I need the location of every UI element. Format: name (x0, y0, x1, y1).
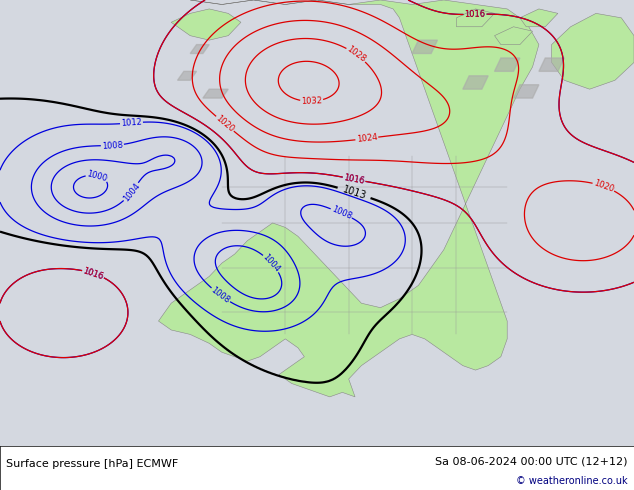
Text: 1016: 1016 (82, 266, 105, 281)
Text: 1016: 1016 (343, 173, 365, 186)
Text: 1004: 1004 (261, 252, 281, 274)
Polygon shape (203, 89, 228, 98)
Text: 1032: 1032 (301, 97, 323, 106)
Polygon shape (463, 76, 488, 89)
Text: 1000: 1000 (86, 169, 108, 183)
Text: Surface pressure [hPa] ECMWF: Surface pressure [hPa] ECMWF (6, 459, 179, 468)
Text: © weatheronline.co.uk: © weatheronline.co.uk (516, 476, 628, 486)
Text: 1020: 1020 (592, 179, 615, 194)
Text: 1008: 1008 (101, 140, 123, 150)
Polygon shape (495, 58, 520, 72)
Polygon shape (412, 40, 437, 53)
Polygon shape (190, 45, 209, 53)
Polygon shape (158, 0, 539, 397)
Polygon shape (514, 85, 539, 98)
Polygon shape (171, 9, 241, 40)
Polygon shape (520, 9, 558, 27)
Text: 1020: 1020 (214, 114, 236, 134)
Polygon shape (495, 27, 533, 45)
Text: 1013: 1013 (341, 184, 367, 201)
Text: 1012: 1012 (120, 118, 142, 128)
Text: 1008: 1008 (330, 205, 353, 221)
Text: 1016: 1016 (82, 266, 105, 281)
Text: 1024: 1024 (356, 133, 378, 144)
Text: 1016: 1016 (464, 10, 486, 19)
Text: 1016: 1016 (343, 173, 365, 186)
Text: 1028: 1028 (345, 45, 368, 64)
Text: 1016: 1016 (464, 10, 486, 19)
Text: 1008: 1008 (209, 285, 231, 305)
Polygon shape (178, 72, 197, 80)
Text: 1004: 1004 (121, 181, 141, 203)
Polygon shape (552, 13, 634, 89)
Polygon shape (539, 58, 564, 72)
Polygon shape (456, 9, 495, 27)
Text: Sa 08-06-2024 00:00 UTC (12+12): Sa 08-06-2024 00:00 UTC (12+12) (435, 456, 628, 466)
